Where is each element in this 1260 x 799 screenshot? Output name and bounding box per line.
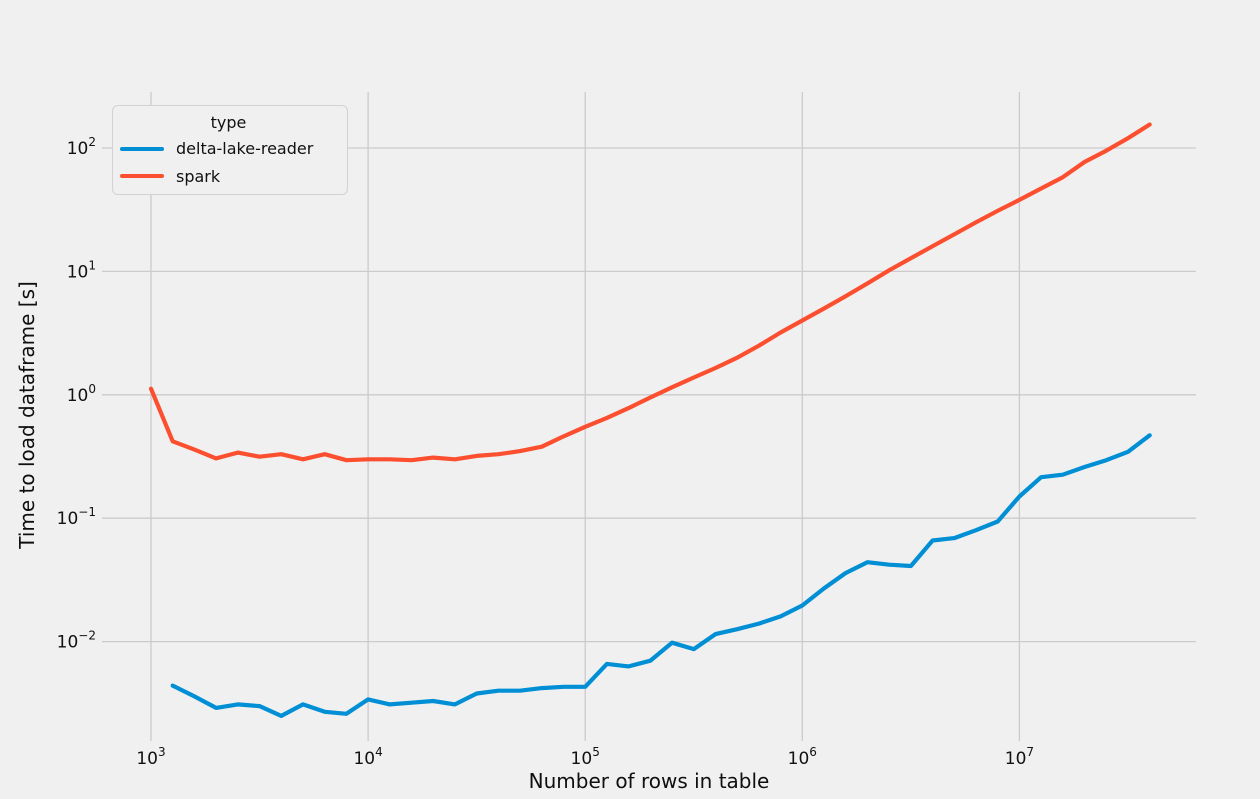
legend-label-delta-lake-reader: delta-lake-reader bbox=[176, 139, 314, 159]
series-lines bbox=[148, 122, 1152, 718]
legend-swatch-spark bbox=[120, 174, 164, 179]
y-tick-label: 10−2 bbox=[57, 629, 96, 653]
y-axis-label: Time to load dataframe [s] bbox=[15, 281, 39, 550]
legend: type delta-lake-reader spark bbox=[112, 105, 348, 195]
x-axis-label: Number of rows in table bbox=[529, 769, 770, 793]
x-tick-label: 104 bbox=[353, 745, 382, 769]
legend-title: type bbox=[210, 113, 247, 132]
legend-swatch-delta-lake-reader bbox=[120, 146, 164, 151]
series-line-delta-lake-reader bbox=[170, 433, 1152, 718]
legend-item-spark: spark bbox=[120, 163, 337, 191]
x-tick-label: 107 bbox=[1005, 745, 1034, 769]
x-tick-label: 103 bbox=[136, 745, 165, 769]
y-tick-label: 101 bbox=[67, 258, 96, 282]
legend-label-spark: spark bbox=[176, 166, 221, 186]
legend-item-delta-lake-reader: delta-lake-reader bbox=[120, 135, 337, 163]
tick-labels: 103 104 105 106 107 102 101 100 10−1 10−2 bbox=[57, 135, 1034, 769]
x-tick-label: 105 bbox=[571, 745, 600, 769]
y-tick-label: 100 bbox=[67, 382, 96, 406]
x-tick-label: 106 bbox=[788, 745, 817, 769]
y-tick-label: 102 bbox=[67, 135, 96, 159]
series-line-spark bbox=[148, 122, 1152, 463]
y-tick-label: 10−1 bbox=[57, 505, 96, 529]
